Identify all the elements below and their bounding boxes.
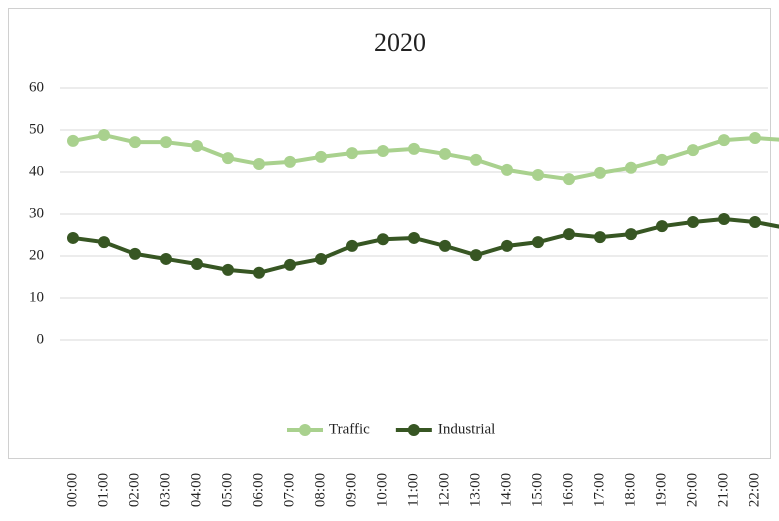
x-tick-label: 12:00 bbox=[436, 473, 452, 507]
data-point bbox=[656, 153, 668, 166]
data-point bbox=[687, 215, 699, 228]
data-point bbox=[718, 213, 730, 226]
legend-marker bbox=[407, 424, 420, 436]
x-tick-label: 01:00 bbox=[95, 473, 111, 507]
x-tick-label: 06:00 bbox=[250, 473, 266, 507]
data-point bbox=[129, 136, 141, 149]
x-tick-label: 19:00 bbox=[653, 473, 669, 507]
data-point bbox=[67, 134, 79, 147]
data-point bbox=[470, 249, 482, 262]
data-point bbox=[532, 168, 544, 181]
y-tick-label: 40 bbox=[29, 163, 44, 179]
data-point bbox=[346, 239, 358, 252]
x-tick-label: 04:00 bbox=[188, 473, 204, 507]
data-point bbox=[749, 215, 761, 228]
x-tick-label: 10:00 bbox=[374, 473, 390, 507]
data-point bbox=[563, 228, 575, 241]
x-tick-label: 15:00 bbox=[529, 473, 545, 507]
x-tick-label: 14:00 bbox=[498, 473, 514, 507]
data-point bbox=[656, 220, 668, 233]
data-point bbox=[315, 252, 327, 265]
legend-label: Traffic bbox=[329, 421, 370, 437]
data-point bbox=[470, 153, 482, 166]
y-tick-label: 60 bbox=[29, 79, 44, 95]
data-point bbox=[532, 236, 544, 249]
data-point bbox=[284, 155, 296, 168]
y-tick-label: 10 bbox=[29, 289, 44, 305]
data-point bbox=[718, 134, 730, 147]
legend-label: Industrial bbox=[438, 421, 496, 437]
data-point bbox=[253, 266, 265, 279]
data-point bbox=[98, 129, 110, 142]
data-point bbox=[501, 163, 513, 176]
x-tick-label: 23:00 bbox=[777, 473, 779, 507]
y-tick-label: 0 bbox=[37, 331, 45, 347]
legend-marker bbox=[299, 424, 311, 436]
x-tick-label: 16:00 bbox=[560, 473, 576, 507]
x-tick-label: 22:00 bbox=[746, 473, 762, 507]
data-point bbox=[222, 263, 234, 276]
data-point bbox=[98, 236, 110, 249]
data-point bbox=[284, 258, 296, 271]
x-tick-label: 09:00 bbox=[343, 473, 359, 507]
data-point bbox=[191, 139, 203, 152]
chart-frame bbox=[8, 8, 771, 459]
data-point bbox=[408, 142, 420, 155]
data-point bbox=[253, 158, 265, 171]
data-point bbox=[439, 147, 451, 160]
x-tick-label: 11:00 bbox=[405, 473, 421, 507]
data-point bbox=[222, 152, 234, 165]
data-point bbox=[160, 136, 172, 149]
data-point bbox=[563, 173, 575, 186]
data-point bbox=[67, 231, 79, 244]
data-point bbox=[129, 247, 141, 260]
x-tick-label: 05:00 bbox=[219, 473, 235, 507]
data-point bbox=[408, 231, 420, 244]
x-tick-label: 21:00 bbox=[715, 473, 731, 507]
chart-title: 2020 bbox=[374, 28, 426, 57]
data-point bbox=[687, 144, 699, 157]
data-point bbox=[377, 145, 389, 157]
x-tick-label: 00:00 bbox=[64, 473, 80, 507]
x-tick-label: 07:00 bbox=[281, 473, 297, 507]
data-point bbox=[749, 131, 761, 144]
data-point bbox=[594, 231, 606, 244]
y-tick-label: 20 bbox=[29, 247, 44, 263]
y-tick-label: 30 bbox=[29, 205, 44, 221]
data-point bbox=[439, 239, 451, 252]
data-point bbox=[377, 233, 389, 246]
data-point bbox=[346, 147, 358, 160]
x-tick-label: 20:00 bbox=[684, 473, 700, 507]
x-tick-label: 13:00 bbox=[467, 473, 483, 507]
x-tick-label: 18:00 bbox=[622, 473, 638, 507]
x-tick-label: 02:00 bbox=[126, 473, 142, 507]
data-point bbox=[594, 166, 606, 179]
data-point bbox=[625, 228, 637, 241]
x-tick-label: 03:00 bbox=[157, 473, 173, 507]
data-point bbox=[160, 252, 172, 265]
x-tick-label: 17:00 bbox=[591, 473, 607, 507]
x-tick-label: 08:00 bbox=[312, 473, 328, 507]
data-point bbox=[625, 161, 637, 174]
data-point bbox=[191, 257, 203, 270]
data-point bbox=[501, 239, 513, 252]
data-point bbox=[315, 150, 327, 163]
y-tick-label: 50 bbox=[29, 121, 44, 137]
